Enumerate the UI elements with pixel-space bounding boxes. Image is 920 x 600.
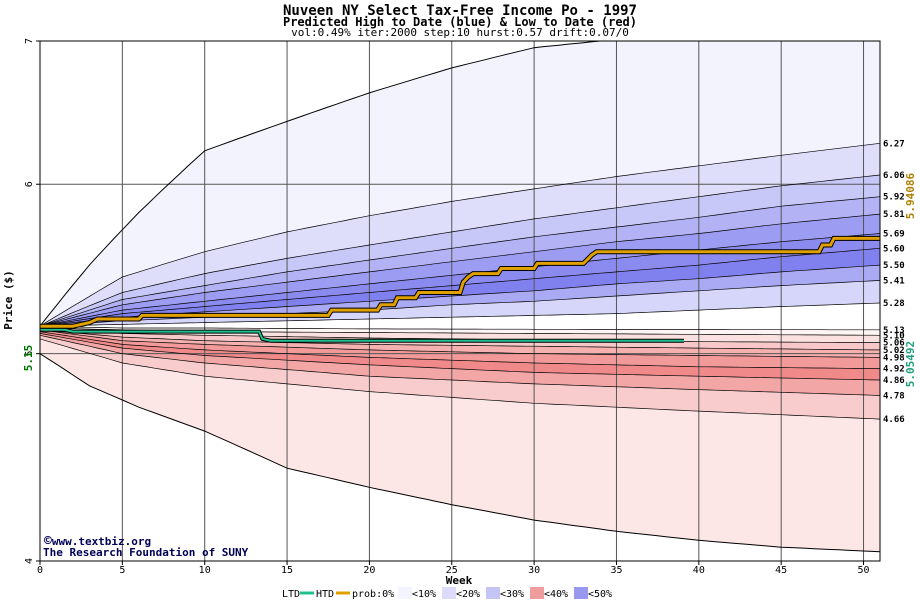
x-tick-label: 20 [363,565,375,576]
y-tick-label: 6 [24,181,35,187]
low-quantile-line-9 [40,353,880,553]
high-band-label: 5.69 [883,230,905,240]
y-axis-label: Price ($) [2,270,15,330]
low-quantile-line-7 [40,334,880,396]
high-band-label: 5.92 [883,193,905,203]
legend-bucket-swatch [574,587,588,599]
low-band-label: 5.10 [883,331,905,341]
legend-htd-label: HTD [316,589,334,600]
high-quantile-line-3 [40,196,880,327]
credit-url: ©www.textbiz.org [44,534,151,549]
low-quantile-line-8 [40,338,880,420]
low-quantile-line-6 [40,333,880,381]
low-band-label: 4.92 [883,365,905,375]
high-band-3 [40,196,880,327]
high-band-label: 5.41 [883,276,905,286]
high-band-4 [40,214,880,327]
y-tick-label: 7 [24,38,35,44]
legend-bucket-label: <10% [412,589,436,600]
high-band-5 [40,233,880,327]
legend-bucket-label: <50% [588,589,612,600]
high-band-label: 5.50 [883,261,905,271]
legend-bucket-label: <20% [456,589,480,600]
x-tick-label: 0 [37,565,43,576]
high-band-2 [40,175,880,327]
high-band-label: 5.81 [883,210,905,220]
x-tick-label: 30 [528,565,540,576]
low-band-label: 4.66 [883,415,905,425]
x-tick-label: 50 [858,565,870,576]
legend-bucket-swatch [486,587,500,599]
x-tick-label: 10 [199,565,211,576]
chart-subtitle: Predicted High to Date (blue) & Low to D… [283,15,637,29]
high-band-label: 6.27 [883,139,905,149]
x-tick-label: 35 [610,565,622,576]
legend-ltd-label: LTD [282,589,300,600]
ltd-value-label: 5.05492 [904,341,917,387]
x-axis-label: Week [446,574,473,587]
low-band-7 [40,335,880,420]
low-band-label: 5.02 [883,346,905,356]
low-band-label: 5.06 [883,339,905,349]
htd-value-label: 5.94086 [904,172,917,219]
x-tick-label: 25 [446,565,458,576]
start-price-label: 5.15 [22,345,35,372]
low-band-8 [40,338,880,552]
chart-title: Nuveen NY Select Tax-Free Income Po - 19… [283,3,637,19]
low-quantile-line-4 [40,329,880,358]
credit-org: The Research Foundation of SUNY [43,546,249,559]
low-band-4 [40,329,880,369]
x-tick-label: 45 [775,565,787,576]
high-quantile-line-5 [40,233,880,327]
legend-bucket-swatch [398,587,412,599]
ltd-line [40,328,684,342]
x-tick-label: 40 [693,565,705,576]
credit-url-text: www.textbiz.org [52,535,151,548]
high-quantile-line-8 [40,280,880,327]
high-quantile-line-9 [40,302,880,327]
legend-bucket-swatch [442,587,456,599]
high-band-label: 6.06 [883,171,905,181]
high-quantile-line-4 [40,213,880,327]
y-tick-label: 5 [24,351,35,357]
legend-prob-label: prob:0% [352,589,394,600]
low-band-label: 4.78 [883,391,905,401]
high-band-1 [40,143,880,327]
legend-bucket-swatch [530,587,544,599]
plot-frame [39,40,881,562]
low-quantile-line-0 [40,325,880,331]
high-quantile-line-0 [40,41,880,327]
legend-bucket-label: <40% [544,589,568,600]
high-quantile-line-1 [40,142,880,327]
high-band-0 [40,41,880,327]
low-band-2 [40,328,880,350]
plot-content [40,41,880,561]
y-tick-label: 4 [24,558,35,564]
low-band-6 [40,333,880,396]
low-quantile-line-3 [40,329,880,351]
low-band-5 [40,331,880,380]
low-band-3 [40,329,880,358]
chart-params: vol:0.49% iter:2000 step:10 hurst:0.57 d… [291,26,629,39]
high-band-label: 5.28 [883,299,905,309]
low-band-label: 5.13 [883,326,905,336]
low-band-label: 4.98 [883,353,905,363]
legend: LTD HTD prob:0% <10% <20% <30% <40% <50% [282,587,612,600]
x-tick-label: 15 [281,565,293,576]
high-band-label: 5.60 [883,244,905,254]
legend-bucket-label: <30% [500,589,524,600]
htd-line [40,236,880,328]
high-quantile-line-2 [40,174,880,327]
low-quantile-line-5 [40,331,880,369]
x-tick-label: 5 [119,565,125,576]
low-band-label: 4.86 [883,376,905,386]
